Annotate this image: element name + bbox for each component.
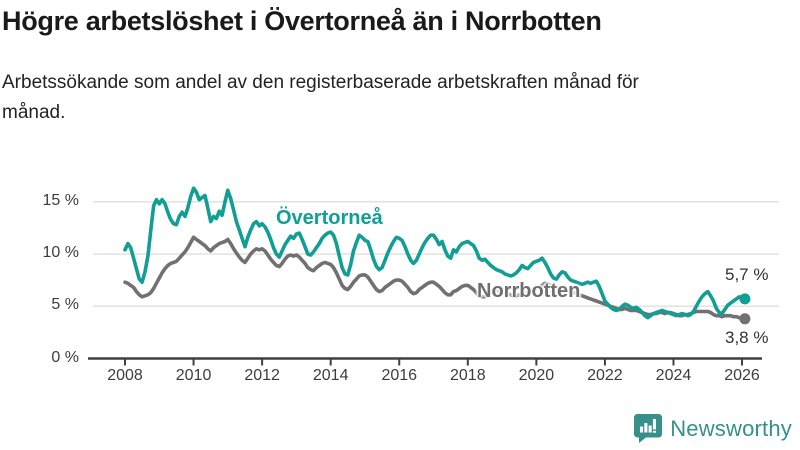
- x-axis-label: 2018: [450, 367, 486, 384]
- x-axis-label: 2010: [175, 367, 212, 384]
- overtornea-line: [123, 186, 747, 320]
- series-label-overtornea: Övertorneå: [276, 207, 383, 229]
- x-axis-label: 2014: [312, 367, 349, 384]
- x-axis-label: 2026: [724, 367, 760, 384]
- x-axis-label: 2022: [587, 367, 623, 384]
- x-axis-label: 2008: [107, 367, 143, 384]
- newsworthy-wordmark: Newsworthy: [670, 415, 792, 441]
- overtornea-end-dot: [739, 293, 751, 305]
- series-label-norrbotten: Norrbotten: [477, 280, 581, 302]
- chart-subtitle: Arbetssökande som andel av den registerb…: [2, 72, 639, 123]
- y-axis-label: 10 %: [42, 244, 79, 261]
- y-axis-label: 0 %: [51, 348, 79, 366]
- newsworthy-logo: Newsworthy: [633, 413, 792, 444]
- norrbotten-end-dot: [739, 313, 751, 325]
- x-axis-label: 2012: [244, 367, 280, 384]
- end-value-label-norrbotten: 3,8 %: [725, 328, 769, 347]
- x-axis-label: 2016: [381, 367, 418, 384]
- end-value-label-overtornea: 5,7 %: [725, 265, 769, 284]
- x-axis-label: 2024: [655, 367, 692, 384]
- bar-chart-speech-bubble-icon: [634, 414, 663, 443]
- x-axis-label: 2020: [518, 367, 555, 384]
- y-axis-label: 15 %: [42, 191, 79, 209]
- y-axis-label: 5 %: [51, 296, 79, 314]
- page-title: Högre arbetslöshet i Övertorneå än i Nor…: [2, 6, 602, 36]
